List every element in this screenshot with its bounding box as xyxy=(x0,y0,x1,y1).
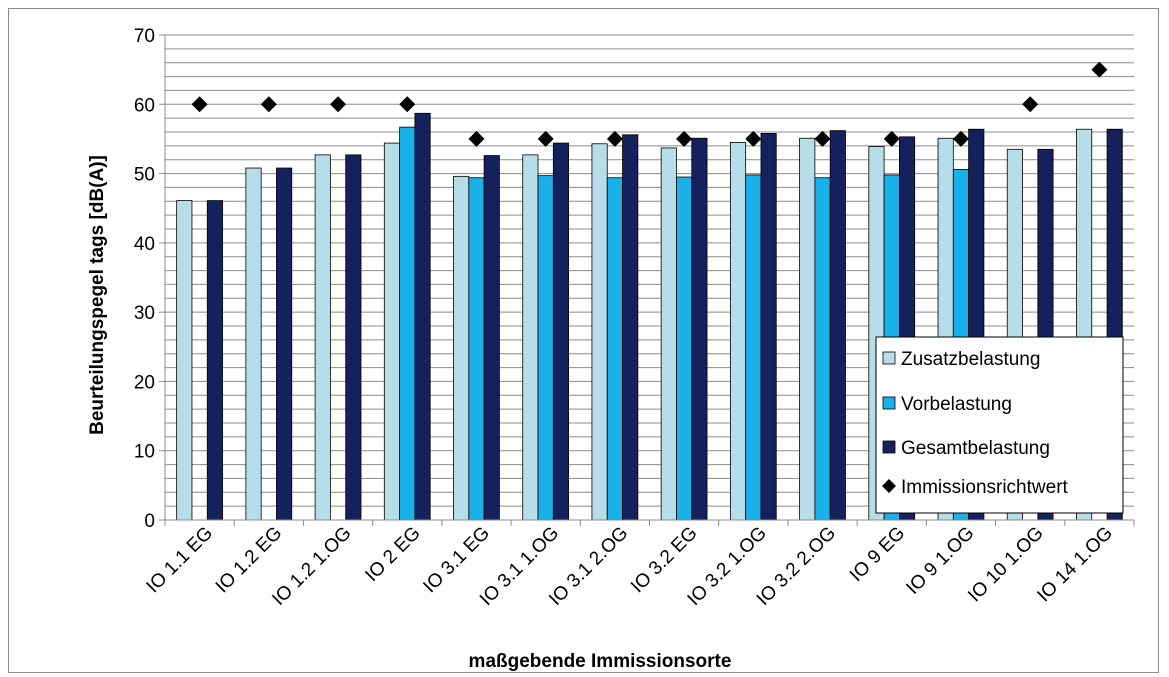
y-tick-label: 60 xyxy=(134,95,155,116)
x-tick-label: IO 2 EG xyxy=(361,523,424,586)
marker-layer xyxy=(191,61,1108,147)
x-axis-title: maßgebende Immissionsorte xyxy=(469,651,732,672)
marker-immissionsrichtwert-io-3-1-2-og xyxy=(606,130,623,147)
legend-label-vorbelastung: Vorbelastung xyxy=(901,394,1012,415)
marker-immissionsrichtwert-io-9-eg xyxy=(883,130,900,147)
marker-immissionsrichtwert-io-3-1-1-og xyxy=(537,130,554,147)
bar-vorbelastung-io-3-1-2-og xyxy=(606,177,623,521)
bar-gesamtbelastung-io-3-1-eg xyxy=(483,155,500,521)
marker-immissionsrichtwert-io-1-2-1-og xyxy=(330,96,347,113)
x-tick-label: IO 3.2 EG xyxy=(627,523,702,598)
legend-item-zusatzbelastung: Zusatzbelastung xyxy=(882,349,1040,370)
y-tick-label: 20 xyxy=(134,372,155,393)
bar-vorbelastung-io-3-2-2-og xyxy=(814,177,831,521)
legend-label-gesamtbelastung: Gesamtbelastung xyxy=(901,438,1050,459)
y-tick-label: 10 xyxy=(134,442,155,463)
legend-label-immissionsrichtwert: Immissionsrichtwert xyxy=(901,477,1069,498)
legend-swatch-vorbelastung xyxy=(882,396,896,410)
y-tick-label: 0 xyxy=(144,511,155,532)
bar-gesamtbelastung-io-3-2-eg xyxy=(691,137,708,521)
marker-immissionsrichtwert-io-3-1-eg xyxy=(468,130,485,147)
bar-zusatzbelastung-io-3-1-1-og xyxy=(522,154,539,521)
legend-box xyxy=(875,336,1124,514)
legend-item-vorbelastung: Vorbelastung xyxy=(882,394,1012,415)
bar-vorbelastung-io-3-2-1-og xyxy=(745,174,762,521)
marker-immissionsrichtwert-io-10-1-og xyxy=(1022,96,1039,113)
bar-vorbelastung-io-3-2-eg xyxy=(676,176,693,521)
bar-zusatzbelastung-io-2-eg xyxy=(383,142,400,521)
bar-gesamtbelastung-io-1-2-1-og xyxy=(345,154,362,521)
bar-vorbelastung-io-2-eg xyxy=(399,126,416,521)
marker-immissionsrichtwert-io-3-2-2-og xyxy=(814,130,831,147)
bar-zusatzbelastung-io-3-2-2-og xyxy=(799,137,816,521)
bar-zusatzbelastung-io-1-1-eg xyxy=(176,200,193,521)
legend-swatch-immissionsrichtwert xyxy=(882,479,896,493)
y-tick-label: 40 xyxy=(134,234,155,255)
marker-immissionsrichtwert-io-1-1-eg xyxy=(191,96,208,113)
x-tick-label: IO 14 1.OG xyxy=(1033,523,1117,607)
bar-gesamtbelastung-io-1-2-eg xyxy=(276,167,293,521)
bar-zusatzbelastung-io-1-2-eg xyxy=(245,167,262,521)
bar-gesamtbelastung-io-3-1-2-og xyxy=(622,134,639,521)
bar-gesamtbelastung-io-3-2-1-og xyxy=(760,132,777,521)
x-tick-label: IO 9 EG xyxy=(846,523,909,586)
bar-zusatzbelastung-io-3-1-2-og xyxy=(591,143,608,521)
x-tick-label: IO 3.1 EG xyxy=(419,523,494,598)
bar-zusatzbelastung-io-3-2-1-og xyxy=(729,141,747,521)
marker-immissionsrichtwert-io-3-2-eg xyxy=(676,130,693,147)
bar-gesamtbelastung-io-3-2-2-og xyxy=(829,130,846,521)
y-tick-label: 70 xyxy=(134,26,155,47)
bar-gesamtbelastung-io-2-eg xyxy=(414,112,431,521)
bar-gesamtbelastung-io-3-1-1-og xyxy=(552,142,570,521)
bar-gesamtbelastung-io-1-1-eg xyxy=(206,200,223,521)
x-tick-label: IO 1.2 EG xyxy=(212,523,287,598)
legend-swatch-zusatzbelastung xyxy=(882,351,896,365)
marker-immissionsrichtwert-io-14-1-og xyxy=(1091,61,1108,78)
bar-vorbelastung-io-3-1-eg xyxy=(468,177,485,521)
y-axis-title: Beurteilungspegel tags [dB(A)] xyxy=(87,155,108,435)
bar-zusatzbelastung-io-3-2-eg xyxy=(660,147,677,521)
marker-immissionsrichtwert-io-2-eg xyxy=(399,96,416,113)
bar-zusatzbelastung-io-1-2-1-og xyxy=(314,154,331,521)
bar-vorbelastung-io-3-1-1-og xyxy=(537,175,554,521)
legend: Zusatzbelastung Vorbelastung Gesamtbelas… xyxy=(875,336,1124,514)
y-tick-label: 50 xyxy=(134,165,155,186)
bar-zusatzbelastung-io-3-1-eg xyxy=(453,175,470,521)
legend-item-gesamtbelastung: Gesamtbelastung xyxy=(882,438,1050,459)
x-tick-label: IO 1.1 EG xyxy=(143,523,218,598)
marker-immissionsrichtwert-io-9-1-og xyxy=(952,130,969,147)
legend-swatch-gesamtbelastung xyxy=(882,440,896,454)
legend-label-zusatzbelastung: Zusatzbelastung xyxy=(901,349,1040,370)
y-tick-label: 30 xyxy=(134,303,155,324)
legend-item-immissionsrichtwert: Immissionsrichtwert xyxy=(882,477,1069,498)
marker-immissionsrichtwert-io-1-2-eg xyxy=(260,96,277,113)
marker-immissionsrichtwert-io-3-2-1-og xyxy=(745,130,762,147)
